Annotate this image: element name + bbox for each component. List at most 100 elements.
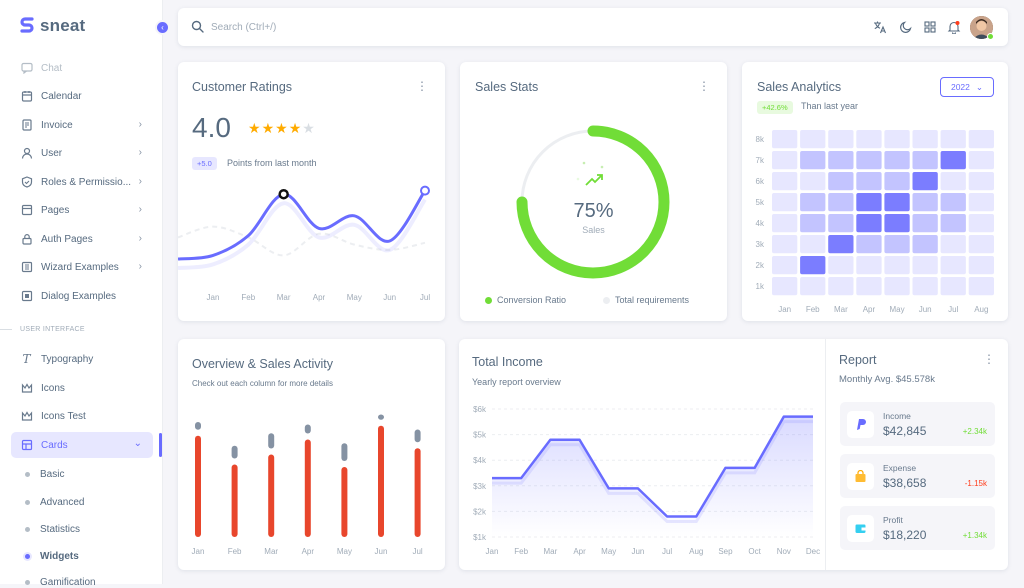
sidebar-subitem-widgets[interactable]: Widgets [40, 551, 79, 562]
x-tick-label: Feb [241, 293, 255, 302]
rating-badge: +5.0 [192, 157, 217, 170]
decor-dot [600, 165, 604, 169]
sidebar-item-icons[interactable]: Icons [20, 376, 150, 400]
heatmap-cell [968, 172, 994, 191]
wallet-icon [847, 515, 874, 542]
data-point-end [420, 185, 430, 196]
sidebar-item-calendar[interactable]: Calendar [20, 84, 150, 108]
year-dropdown[interactable]: 2022 ⌄ [940, 77, 994, 97]
trending-up-icon [585, 174, 603, 186]
y-tick-label: $3k [473, 482, 487, 491]
heatmap-cell [772, 256, 798, 275]
heatmap-cell [772, 130, 798, 149]
bell-icon[interactable] [947, 20, 961, 34]
sidebar-item-label: Icons [41, 382, 65, 394]
bar-secondary [231, 445, 238, 459]
moon-icon[interactable] [899, 20, 913, 34]
sidebar-item-dialog[interactable]: Dialog Examples [20, 284, 150, 308]
star-icon: ★ [248, 120, 262, 136]
sidebar-item-label: Wizard Examples [41, 261, 119, 273]
sidebar-item-user[interactable]: User › [20, 141, 150, 165]
card-title: Sales Stats [475, 80, 539, 94]
paypal-icon [847, 411, 874, 438]
chevron-right-icon: › [138, 261, 142, 272]
bar-primary [378, 425, 384, 537]
kebab-menu-icon[interactable]: ⋮ [698, 79, 710, 93]
bar-secondary [268, 433, 275, 449]
heatmap-cell [912, 151, 938, 170]
bar-primary [341, 467, 348, 537]
heatmap-cell [912, 256, 938, 275]
heatmap-cell [856, 193, 882, 212]
brand[interactable]: sneat [20, 16, 85, 36]
x-tick-label: May [347, 293, 362, 302]
report-item-value: $42,845 [883, 424, 927, 438]
sidebar-item-label: Chat [41, 62, 63, 74]
sidebar-item-label: User [41, 147, 63, 159]
x-tick-label: Jul [412, 547, 422, 556]
sidebar-item-pages[interactable]: Pages › [20, 198, 150, 222]
heatmap-cell [968, 193, 994, 212]
report-item-delta: -1.15k [964, 479, 987, 488]
bar-secondary [378, 414, 384, 420]
bullet-icon [25, 500, 30, 505]
sidebar-item-invoice[interactable]: Invoice › [20, 113, 150, 137]
x-tick-label: Apr [302, 547, 315, 556]
collapse-sidebar-button[interactable]: ‹ [155, 20, 170, 35]
sidebar-item-roles[interactable]: Roles & Permissio... › [20, 170, 150, 194]
x-tick-label: Aug [689, 547, 703, 556]
x-tick-label: Nov [777, 547, 791, 556]
y-tick-label: 2k [756, 261, 765, 270]
x-tick-label: May [337, 547, 352, 556]
heatmap-cell [856, 277, 882, 296]
y-tick-label: $6k [473, 405, 487, 414]
sidebar-subitem-gamification[interactable]: Gamification [40, 577, 96, 588]
heatmap-cell [968, 214, 994, 233]
heatmap-cell [800, 256, 826, 275]
user-icon [20, 147, 33, 160]
x-tick-label: Mar [264, 547, 278, 556]
x-tick-label: Feb [806, 305, 820, 314]
income-area-chart: $6k $5k $4k $3k $2k $1k Jan Feb Mar Apr May Jun Jul A… [473, 405, 820, 556]
chevron-right-icon: › [138, 204, 142, 215]
x-tick-label: Jan [778, 305, 791, 314]
sidebar-item-cards[interactable]: Cards ⌄ [20, 433, 150, 457]
x-tick-label: Mar [834, 305, 848, 314]
heatmap-cell [828, 277, 854, 296]
report-subtitle: Monthly Avg. $45.578k [839, 374, 935, 385]
heatmap-cell [884, 172, 910, 191]
kebab-menu-icon[interactable]: ⋮ [983, 352, 995, 366]
x-tick-label: Jan [207, 293, 220, 302]
menu-section-header: USER INTERFACE [0, 326, 85, 333]
heatmap-cell [856, 151, 882, 170]
sidebar-subitem-statistics[interactable]: Statistics [40, 524, 81, 535]
bar-primary [304, 439, 311, 537]
translate-icon[interactable] [873, 20, 887, 34]
sidebar-item-typography[interactable]: T Typography [20, 347, 150, 371]
sidebar-item-label: Pages [41, 204, 70, 216]
kebab-menu-icon[interactable]: ⋮ [416, 79, 428, 93]
grid-icon[interactable] [923, 20, 937, 34]
sidebar-item-auth-pages[interactable]: Auth Pages › [20, 227, 150, 251]
search-input[interactable] [211, 18, 511, 36]
x-tick-label: Sep [718, 547, 733, 556]
sidebar-item-wizard[interactable]: Wizard Examples › [20, 255, 150, 279]
x-tick-label: Apr [573, 547, 586, 556]
x-tick-label: Oct [748, 547, 761, 556]
sidebar-item-icons-test[interactable]: Icons Test [20, 404, 150, 428]
heatmap-cell [884, 256, 910, 275]
customer-ratings-card: Customer Ratings ⋮ 4.0 ★★★★★ +5.0 Points… [178, 62, 445, 321]
y-tick-label: 5k [756, 198, 765, 207]
heatmap-cell [940, 193, 966, 212]
report-item-expense: Expense $38,658 -1.15k [840, 454, 995, 498]
heatmap-cell [884, 214, 910, 233]
sidebar-subitem-basic[interactable]: Basic [40, 469, 65, 480]
sidebar-subitem-advanced[interactable]: Advanced [40, 497, 85, 508]
year-dropdown-value: 2022 [950, 82, 970, 92]
heatmap-cell [772, 151, 798, 170]
sidebar-item-chat[interactable]: Chat [20, 56, 150, 80]
sidebar: sneat Chat Calendar Invoice › User › Rol… [0, 0, 163, 588]
x-tick-label: May [601, 547, 616, 556]
top-navbar [178, 8, 1008, 46]
y-tick-label: $1k [473, 533, 487, 542]
